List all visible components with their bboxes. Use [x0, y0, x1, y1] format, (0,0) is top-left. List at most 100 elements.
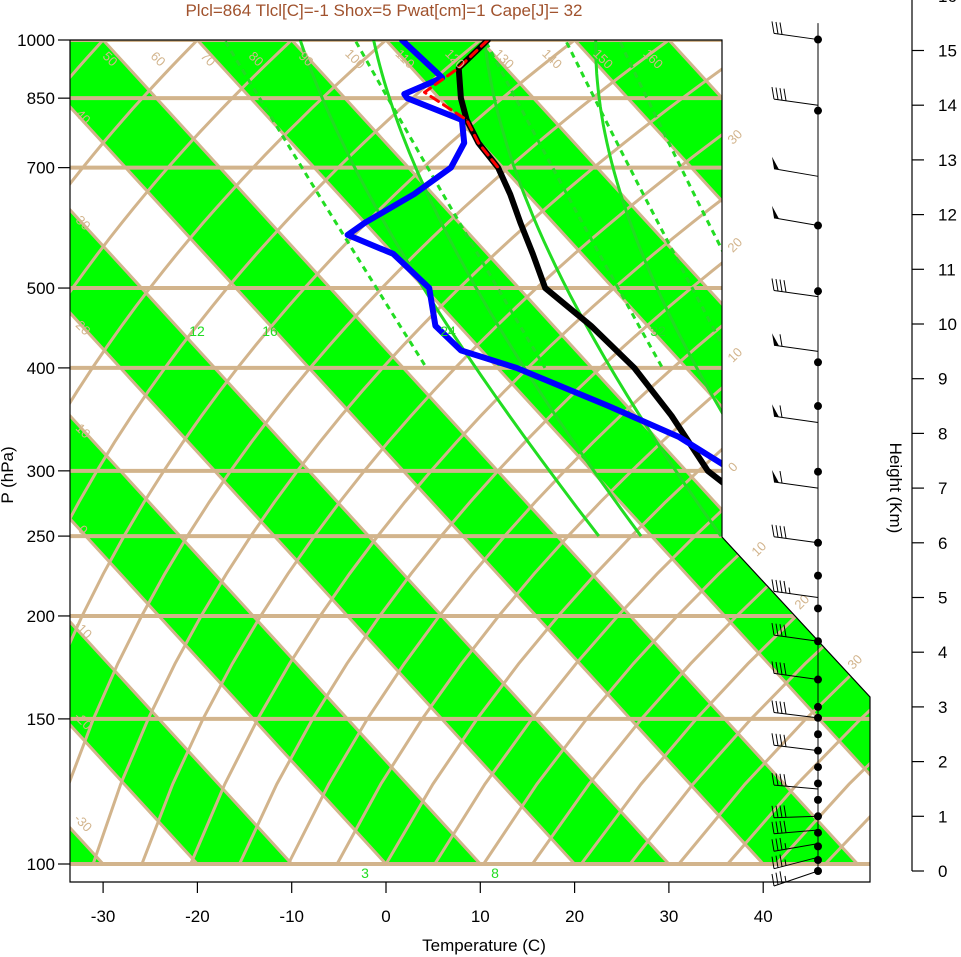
wind-barb-feather [783, 805, 787, 818]
temperature-axis: -30 -20 -10 0 10 20 30 40 [91, 882, 773, 926]
dry-adiabat [70, 40, 427, 865]
height-axis: 012345678910111213141516 [911, 0, 957, 881]
isotherm-line [70, 40, 576, 866]
wind-barb-feather [783, 663, 787, 676]
height-tick-label: 13 [938, 151, 957, 170]
wind-barb-half-feather [784, 875, 787, 882]
wind-barb-feather [775, 21, 779, 35]
wind-barb-feather [779, 662, 783, 675]
mixing-ratio-label: 8 [491, 865, 499, 881]
wind-barb-feather [783, 580, 787, 594]
height-tick-label: 9 [938, 370, 947, 389]
wind-barb-feather [775, 661, 779, 675]
sounding-point [747, 501, 749, 503]
level-dot [814, 763, 822, 772]
adiabat-label: 20 [724, 234, 745, 255]
height-tick-label: 4 [938, 643, 947, 662]
wind-barb-feather [771, 805, 775, 818]
wind-barb-staff [773, 829, 819, 835]
wind-barb-feather [775, 773, 779, 786]
height-tick-label: 7 [938, 479, 947, 498]
sounding-point [792, 535, 794, 537]
p-tick-label: 1000 [17, 31, 55, 50]
height-tick-label: 10 [938, 315, 957, 334]
wind-barb-staff [773, 843, 819, 852]
level-dot [814, 106, 822, 115]
sounding-point [633, 367, 635, 369]
level-dot [814, 730, 822, 739]
dry-adiabat [70, 40, 234, 865]
wind-barb-staff [773, 290, 819, 298]
wind-barb-feather [779, 821, 783, 834]
wind-barb-feather [783, 774, 787, 787]
sounding-point [403, 93, 405, 95]
mixing-ratio-label: 24 [440, 323, 456, 339]
adiabat-label: 10 [748, 538, 769, 559]
sounding-point [364, 222, 366, 224]
moist-adiabat [481, 40, 723, 537]
wind-barb-feather [779, 525, 783, 538]
sounding-point [509, 193, 511, 195]
wind-barb-staff [773, 784, 819, 790]
sounding-point [466, 119, 468, 121]
wind-barb-feather [771, 87, 775, 100]
wind-barb-feather [775, 525, 779, 538]
wind-barb-feather [783, 280, 787, 293]
wind-barb-feather [771, 856, 775, 869]
height-axis-title: Height (Km) [886, 443, 905, 534]
sounding-point [434, 325, 436, 327]
wind-barb-half-feather [784, 843, 787, 850]
wind-barb-staff [773, 672, 819, 681]
wind-barb-staff [773, 32, 819, 41]
wind-barb-feather [771, 873, 775, 887]
mixing-ratio-lines [212, 40, 803, 538]
wind-barb-staff [773, 98, 819, 106]
mixing-ratio-label: 32 [650, 323, 666, 339]
wind-barb-feather [775, 733, 779, 746]
wind-barb-feather [783, 624, 787, 637]
x-tick-label: -10 [279, 907, 304, 926]
sounding-point [460, 349, 462, 351]
sounding-point [463, 142, 465, 144]
sounding-point [347, 234, 349, 236]
wind-barb-feather [783, 526, 787, 539]
moist-adiabat [293, 40, 600, 538]
wind-barb-staff [773, 870, 819, 887]
p-tick-label: 700 [27, 159, 55, 178]
x-axis-title: Temperature (C) [422, 936, 546, 955]
wind-barb-staff [773, 634, 819, 642]
wind-barb-feather [779, 734, 783, 747]
isotherm-label: 100 [342, 46, 368, 72]
pressure-axis: 100 150 200 250 300 400 500 700 850 1000 [17, 31, 70, 874]
green-band [70, 40, 292, 864]
p-tick-label: 250 [27, 527, 55, 546]
wind-barb-feather [779, 88, 783, 101]
height-tick-label: 5 [938, 589, 947, 608]
isotherm-line [542, 40, 870, 866]
height-tick-label: 0 [938, 862, 947, 881]
mixing-ratio-line [212, 40, 428, 369]
wind-barb-pennant [772, 470, 779, 483]
sounding-point [913, 718, 914, 719]
x-tick-label: 20 [565, 907, 584, 926]
sounding-point [908, 615, 909, 616]
wind-barb-half-feather [784, 859, 787, 866]
sounding-point [458, 67, 460, 69]
x-tick-label: -30 [91, 907, 116, 926]
plot-frame [69, 39, 871, 883]
adiabat-label: 30 [724, 126, 745, 147]
wind-barb-feather [775, 623, 779, 636]
sounding-point [421, 57, 423, 60]
wind-barb-feather [783, 88, 787, 101]
wind-barb-feather [779, 471, 783, 484]
wind-barb-staff [773, 168, 819, 177]
sounding-point [423, 91, 426, 93]
wind-barb-feather [771, 278, 775, 291]
dry-adiabat [189, 40, 870, 865]
moist-adiabat [594, 40, 803, 537]
sounding-point [515, 367, 518, 369]
isotherm-line [70, 40, 293, 866]
wind-barb-feather [779, 854, 783, 867]
sounding-line [423, 40, 500, 170]
